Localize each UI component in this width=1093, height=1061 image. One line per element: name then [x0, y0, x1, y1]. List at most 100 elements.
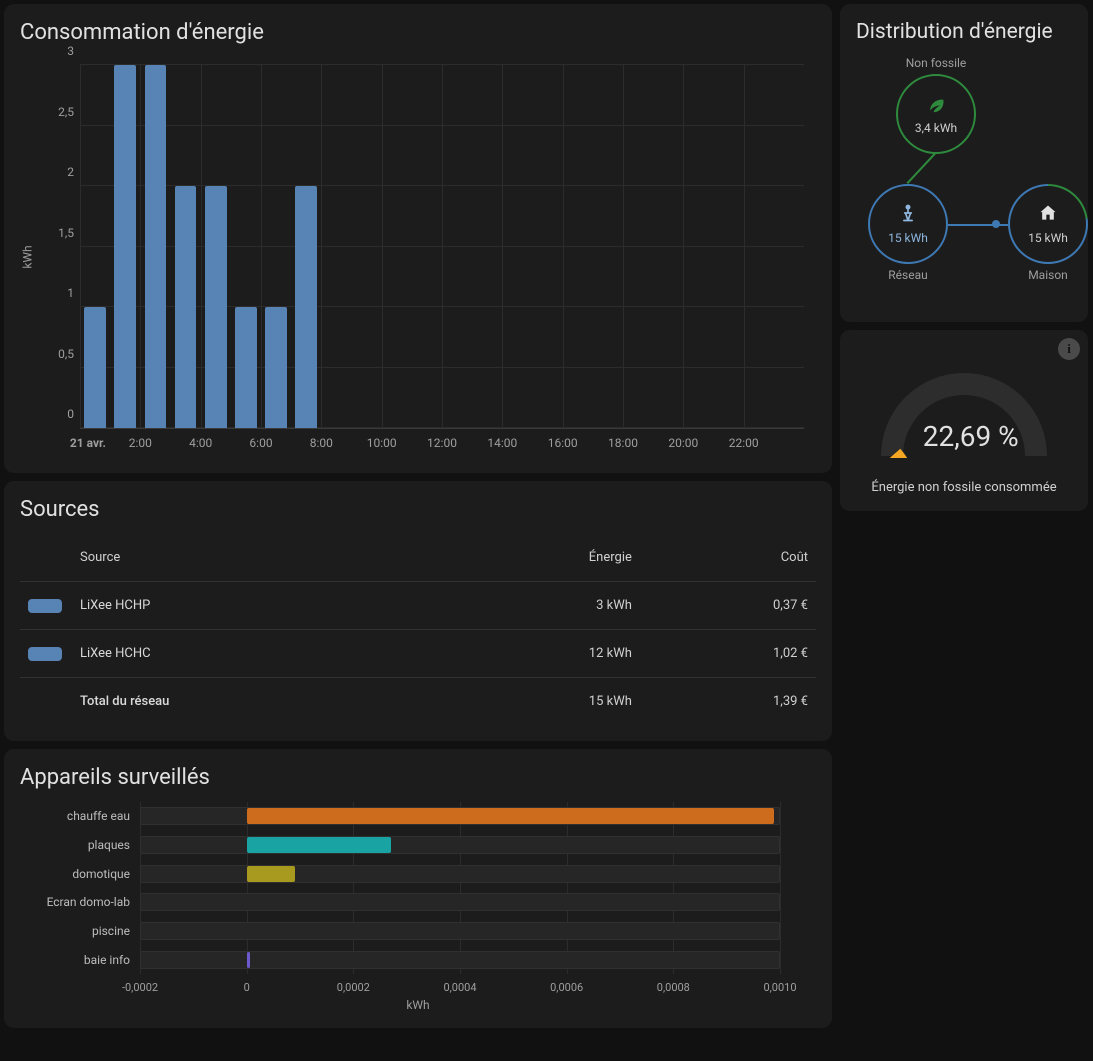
sources-header-row: Source Énergie Coût: [20, 534, 816, 582]
sources-card: Sources Source Énergie Coût LiXee HCHP3 …: [4, 481, 832, 741]
consumption-xtick: 21 avr.: [70, 436, 106, 450]
sources-title: Sources: [20, 497, 816, 522]
consumption-bar[interactable]: [205, 186, 227, 428]
sources-total-label: Total du réseau: [72, 678, 436, 726]
devices-card: Appareils surveillés -0,0002 0 0,0002 0,000…: [4, 749, 832, 1028]
sources-total-cost: 1,39 €: [640, 678, 816, 726]
devices-xtick: 0,0002: [337, 981, 370, 994]
consumption-xtick: 4:00: [189, 436, 212, 450]
devices-track: [140, 836, 780, 854]
devices-xlabel: kWh: [406, 998, 429, 1012]
consumption-ytick: 1,5: [44, 226, 74, 240]
consumption-xtick: 22:00: [729, 436, 759, 450]
source-cost: 1,02 €: [640, 630, 816, 678]
devices-chart: -0,0002 0 0,0002 0,0004 0,0006 0,0008 0,0010 ch…: [20, 802, 816, 1012]
source-swatch: [28, 647, 62, 661]
consumption-chart: kWh 00,511,522,5321 avr.2:004:006:008:00…: [20, 57, 816, 457]
devices-track: [140, 893, 780, 911]
devices-xtick: 0,0006: [550, 981, 583, 994]
devices-row-label: Ecran domo-lab: [20, 895, 130, 909]
sources-table: Source Énergie Coût LiXee HCHP3 kWh0,37 …: [20, 534, 816, 725]
consumption-card: Consommation d'énergie kWh 00,511,522,53…: [4, 4, 832, 473]
consumption-ytick: 0: [44, 407, 74, 421]
devices-bar[interactable]: [247, 866, 295, 882]
home-icon: [1038, 203, 1058, 227]
consumption-xtick: 20:00: [668, 436, 698, 450]
col-source: Source: [72, 534, 436, 582]
source-swatch: [28, 599, 62, 613]
distribution-card: Distribution d'énergie 3,4 kWh 15 kWh 15 k…: [840, 4, 1088, 322]
devices-xtick: 0,0004: [443, 981, 476, 994]
gauge-value: 22,69 %: [923, 420, 1019, 453]
source-energy: 12 kWh: [436, 630, 640, 678]
devices-track: [140, 922, 780, 940]
distribution-node-home[interactable]: 15 kWh: [1008, 184, 1088, 264]
devices-track: [140, 951, 780, 969]
devices-xtick: -0,0002: [122, 981, 158, 994]
devices-row-label: chauffe eau: [20, 809, 130, 823]
consumption-bar[interactable]: [84, 307, 106, 428]
consumption-bar[interactable]: [145, 65, 167, 428]
devices-row-label: plaques: [20, 838, 130, 852]
devices-xtick: 0: [244, 981, 250, 994]
consumption-title: Consommation d'énergie: [20, 20, 816, 45]
consumption-xtick: 2:00: [129, 436, 152, 450]
devices-title: Appareils surveillés: [20, 765, 816, 790]
distribution-diagram: 3,4 kWh15 kWh15 kWhNon fossileRéseauMais…: [856, 56, 1072, 306]
consumption-xtick: 10:00: [367, 436, 397, 450]
source-name: LiXee HCHC: [72, 630, 436, 678]
distribution-label-nonfossil: Non fossile: [886, 56, 986, 70]
distribution-label-home: Maison: [998, 268, 1093, 282]
devices-track: [140, 807, 780, 825]
devices-xtick: 0,0008: [657, 981, 690, 994]
pylon-icon: [898, 203, 918, 227]
source-name: LiXee HCHP: [72, 582, 436, 630]
distribution-flow-dot: [992, 220, 1000, 228]
consumption-xtick: 8:00: [310, 436, 333, 450]
consumption-bar[interactable]: [175, 186, 197, 428]
consumption-xtick: 14:00: [487, 436, 517, 450]
devices-bar[interactable]: [247, 952, 250, 968]
devices-row-label: piscine: [20, 924, 130, 938]
distribution-node-grid[interactable]: 15 kWh: [868, 184, 948, 264]
consumption-bar[interactable]: [235, 307, 257, 428]
consumption-bar[interactable]: [295, 186, 317, 428]
distribution-label-grid: Réseau: [858, 268, 958, 282]
source-cost: 0,37 €: [640, 582, 816, 630]
consumption-ylabel: kWh: [21, 245, 35, 268]
gauge-card: i 22,69 % Énergie non fossile consommée: [840, 330, 1088, 511]
consumption-bar[interactable]: [114, 65, 136, 428]
info-icon[interactable]: i: [1058, 338, 1080, 360]
distribution-node-value: 15 kWh: [888, 231, 928, 245]
sources-total-energy: 15 kWh: [436, 678, 640, 726]
devices-xtick: 0,0010: [763, 981, 796, 994]
consumption-xtick: 12:00: [427, 436, 457, 450]
distribution-title: Distribution d'énergie: [856, 20, 1072, 44]
consumption-ytick: 2: [44, 165, 74, 179]
distribution-node-nonfossil[interactable]: 3,4 kWh: [896, 74, 976, 154]
distribution-edge: [907, 153, 936, 184]
consumption-xtick: 16:00: [548, 436, 578, 450]
sources-total-row: Total du réseau15 kWh1,39 €: [20, 678, 816, 726]
devices-bar[interactable]: [247, 808, 773, 824]
distribution-node-value: 3,4 kWh: [915, 121, 957, 135]
devices-row-label: domotique: [20, 867, 130, 881]
source-energy: 3 kWh: [436, 582, 640, 630]
consumption-xtick: 18:00: [608, 436, 638, 450]
distribution-node-value: 15 kWh: [1028, 231, 1068, 245]
gauge: 22,69 %: [856, 358, 1072, 478]
sources-row[interactable]: LiXee HCHC12 kWh1,02 €: [20, 630, 816, 678]
consumption-ytick: 2,5: [44, 105, 74, 119]
devices-row-label: baie info: [20, 953, 130, 967]
gauge-caption: Énergie non fossile consommée: [856, 480, 1072, 495]
consumption-xtick: 6:00: [249, 436, 272, 450]
consumption-bar[interactable]: [265, 307, 287, 428]
devices-track: [140, 865, 780, 883]
col-energy: Énergie: [436, 534, 640, 582]
col-cost: Coût: [640, 534, 816, 582]
leaf-icon: [926, 93, 946, 117]
consumption-ytick: 3: [44, 44, 74, 58]
consumption-ytick: 1: [44, 286, 74, 300]
devices-bar[interactable]: [247, 837, 391, 853]
sources-row[interactable]: LiXee HCHP3 kWh0,37 €: [20, 582, 816, 630]
